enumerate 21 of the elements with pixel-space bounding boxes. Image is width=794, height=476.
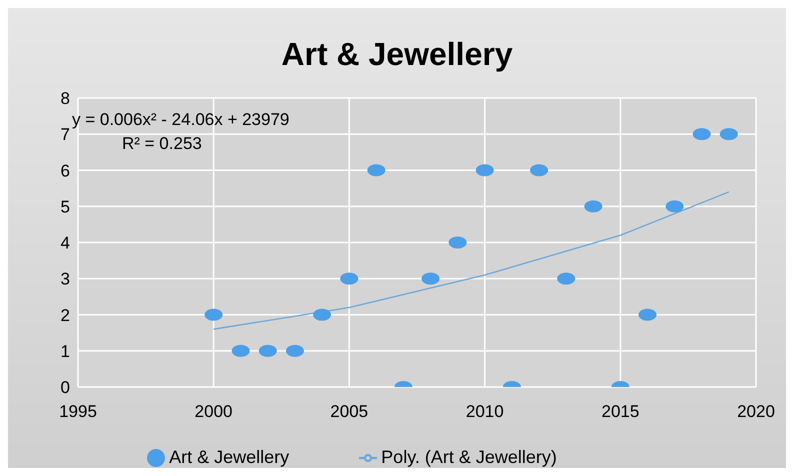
y-tick-label: 6 bbox=[60, 161, 70, 180]
x-tick-label: 2000 bbox=[194, 402, 233, 422]
x-tick-label: 2015 bbox=[601, 402, 640, 422]
y-tick-label: 7 bbox=[60, 125, 70, 144]
legend-label: Art & Jewellery bbox=[169, 447, 290, 467]
y-tick-label: 2 bbox=[60, 306, 70, 325]
x-tick-label: 2010 bbox=[466, 402, 504, 422]
y-tick-label: 3 bbox=[60, 270, 70, 289]
annotation: y = 0.006x² - 24.06x + 23979 bbox=[72, 109, 290, 131]
y-tick-label: 5 bbox=[60, 197, 70, 216]
x-tick-label: 2020 bbox=[737, 402, 775, 422]
y-tick-label: 8 bbox=[60, 89, 70, 108]
y-tick-label: 0 bbox=[60, 378, 70, 398]
y-tick-label: 1 bbox=[60, 342, 70, 361]
annotation: R² = 0.253 bbox=[122, 133, 203, 155]
line-series bbox=[212, 191, 730, 330]
x-tick-label: 1995 bbox=[59, 402, 97, 422]
y-tick-label: 4 bbox=[60, 234, 70, 253]
x-tick-label: 2005 bbox=[330, 402, 368, 422]
legend-label: Poly. (Art & Jewellery) bbox=[381, 447, 557, 467]
chart-title: Art & Jewellery bbox=[280, 36, 514, 73]
